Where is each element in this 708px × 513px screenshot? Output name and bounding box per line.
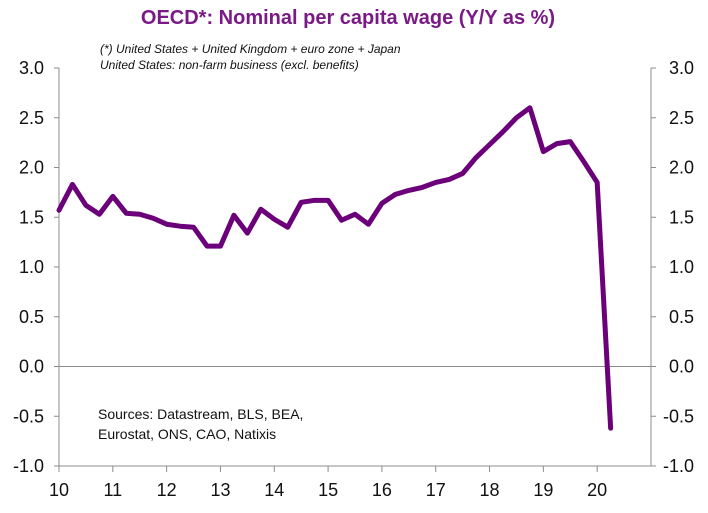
right-y-tick-label: -1.0	[663, 456, 694, 476]
left-y-tick-label: 1.5	[19, 207, 44, 227]
source-line-2: Eurostat, ONS, CAO, Natixis	[98, 426, 276, 442]
right-y-tick-label: 1.0	[669, 257, 694, 277]
right-y-tick-label: 2.5	[669, 108, 694, 128]
x-tick-label: 13	[210, 480, 230, 500]
x-tick-label: 15	[318, 480, 338, 500]
source-line-1: Sources: Datastream, BLS, BEA,	[98, 406, 303, 422]
right-y-tick-label: -0.5	[663, 406, 694, 426]
right-y-tick-label: 3.0	[669, 58, 694, 78]
note-line-2: United States: non-farm business (excl. …	[100, 58, 359, 72]
left-y-tick-label: 2.0	[19, 158, 44, 178]
left-y-tick-label: 0.0	[19, 357, 44, 377]
note-line-1: (*) United States + United Kingdom + eur…	[100, 42, 401, 56]
x-tick-label: 14	[264, 480, 284, 500]
x-tick-label: 10	[49, 480, 69, 500]
x-tick-label: 18	[480, 480, 500, 500]
right-y-tick-label: 2.0	[669, 158, 694, 178]
left-y-tick-label: 0.5	[19, 307, 44, 327]
x-tick-label: 16	[372, 480, 392, 500]
chart-title: OECD*: Nominal per capita wage (Y/Y as %…	[141, 7, 555, 29]
tick-labels: 3.0 3.0 2.5 2.5 2.0 2.0 1.5 1.5 1.0 1.0 0.5 0.5 0.0 0…	[13, 58, 694, 500]
right-y-tick-label: 1.5	[669, 207, 694, 227]
x-tick-label: 19	[533, 480, 553, 500]
axes	[54, 67, 656, 472]
series-line	[56, 105, 614, 431]
left-y-tick-label: 1.0	[19, 257, 44, 277]
x-tick-label: 12	[157, 480, 177, 500]
left-y-tick-label: 2.5	[19, 108, 44, 128]
left-y-tick-label: -1.0	[13, 456, 44, 476]
right-y-tick-label: 0.5	[669, 307, 694, 327]
x-tick-label: 11	[103, 480, 122, 500]
plot-area	[56, 105, 614, 431]
left-y-tick-label: 3.0	[19, 58, 44, 78]
x-tick-label: 20	[587, 480, 607, 500]
x-tick-label: 17	[426, 480, 446, 500]
right-y-tick-label: 0.0	[669, 357, 694, 377]
left-y-tick-label: -0.5	[13, 406, 44, 426]
